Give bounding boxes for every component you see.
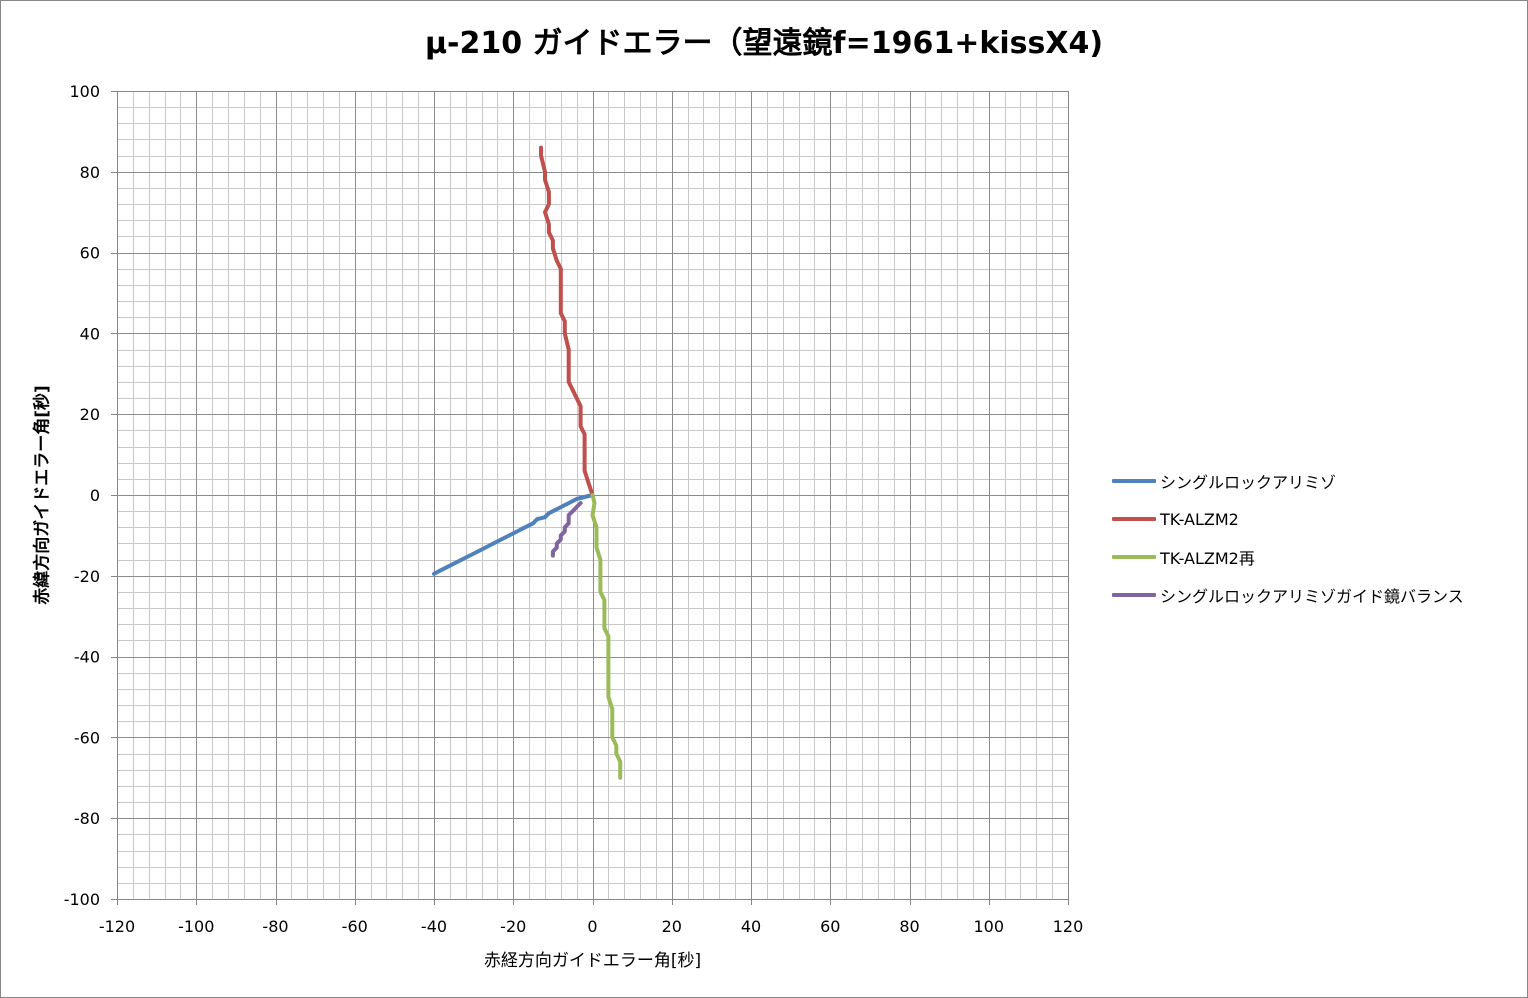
x-tick-label: 80 (899, 917, 919, 936)
legend-label: シングルロックアリミゾ (1160, 473, 1337, 492)
series-line-3 (590, 493, 623, 780)
series-line-4 (550, 501, 583, 558)
y-tick-label: 80 (80, 163, 100, 182)
legend-swatch (1112, 593, 1156, 597)
series-line-1 (432, 493, 595, 576)
x-tick-label: -80 (262, 917, 288, 936)
y-tick-label: 20 (80, 405, 100, 424)
y-tick-label: 40 (80, 324, 100, 343)
x-tick-label: -60 (342, 917, 368, 936)
y-tick-label: 60 (80, 244, 100, 263)
y-tick-label: 100 (69, 82, 100, 101)
chart-title: μ-210 ガイドエラー（望遠鏡f=1961+kissX4) (424, 26, 1104, 61)
x-axis-label: 赤経方向ガイドエラー角[秒] (483, 951, 702, 971)
y-tick-label: -60 (74, 728, 100, 747)
legend-item: シングルロックアリミゾガイド鏡バランス (1112, 576, 1464, 614)
legend-label: TK-ALZM2 (1160, 509, 1239, 529)
legend-item: シングルロックアリミゾ (1112, 462, 1464, 500)
legend-label: シングルロックアリミゾガイド鏡バランス (1160, 587, 1464, 606)
x-tick-label: 100 (973, 917, 1004, 936)
y-tick-label: -40 (74, 648, 100, 667)
legend-item: TK-ALZM2再 (1112, 538, 1464, 576)
legend-item: TK-ALZM2 (1112, 500, 1464, 538)
legend-swatch (1112, 479, 1156, 483)
x-tick-label: 0 (587, 917, 597, 936)
y-tick-label: 0 (90, 486, 100, 505)
legend: シングルロックアリミゾ TK-ALZM2 TK-ALZM2再シングルロックアリミゾガ… (1112, 462, 1464, 614)
y-tick-label: -80 (74, 809, 100, 828)
x-tick-label: 20 (662, 917, 682, 936)
legend-swatch (1112, 517, 1156, 521)
y-axis-label: 赤緯方向ガイドエラー角[秒] (32, 385, 53, 605)
x-tick-label: -100 (178, 917, 214, 936)
legend-swatch (1112, 555, 1156, 559)
x-tick-label: -20 (500, 917, 526, 936)
legend-label: TK-ALZM2再 (1160, 549, 1255, 568)
series-line-2 (539, 145, 595, 497)
y-tick-label: -100 (64, 890, 100, 909)
x-tick-label: -40 (421, 917, 447, 936)
x-tick-label: 120 (1053, 917, 1084, 936)
x-tick-label: 60 (820, 917, 840, 936)
x-tick-label: 40 (741, 917, 761, 936)
x-tick-label: -120 (99, 917, 135, 936)
y-tick-label: -20 (74, 567, 100, 586)
